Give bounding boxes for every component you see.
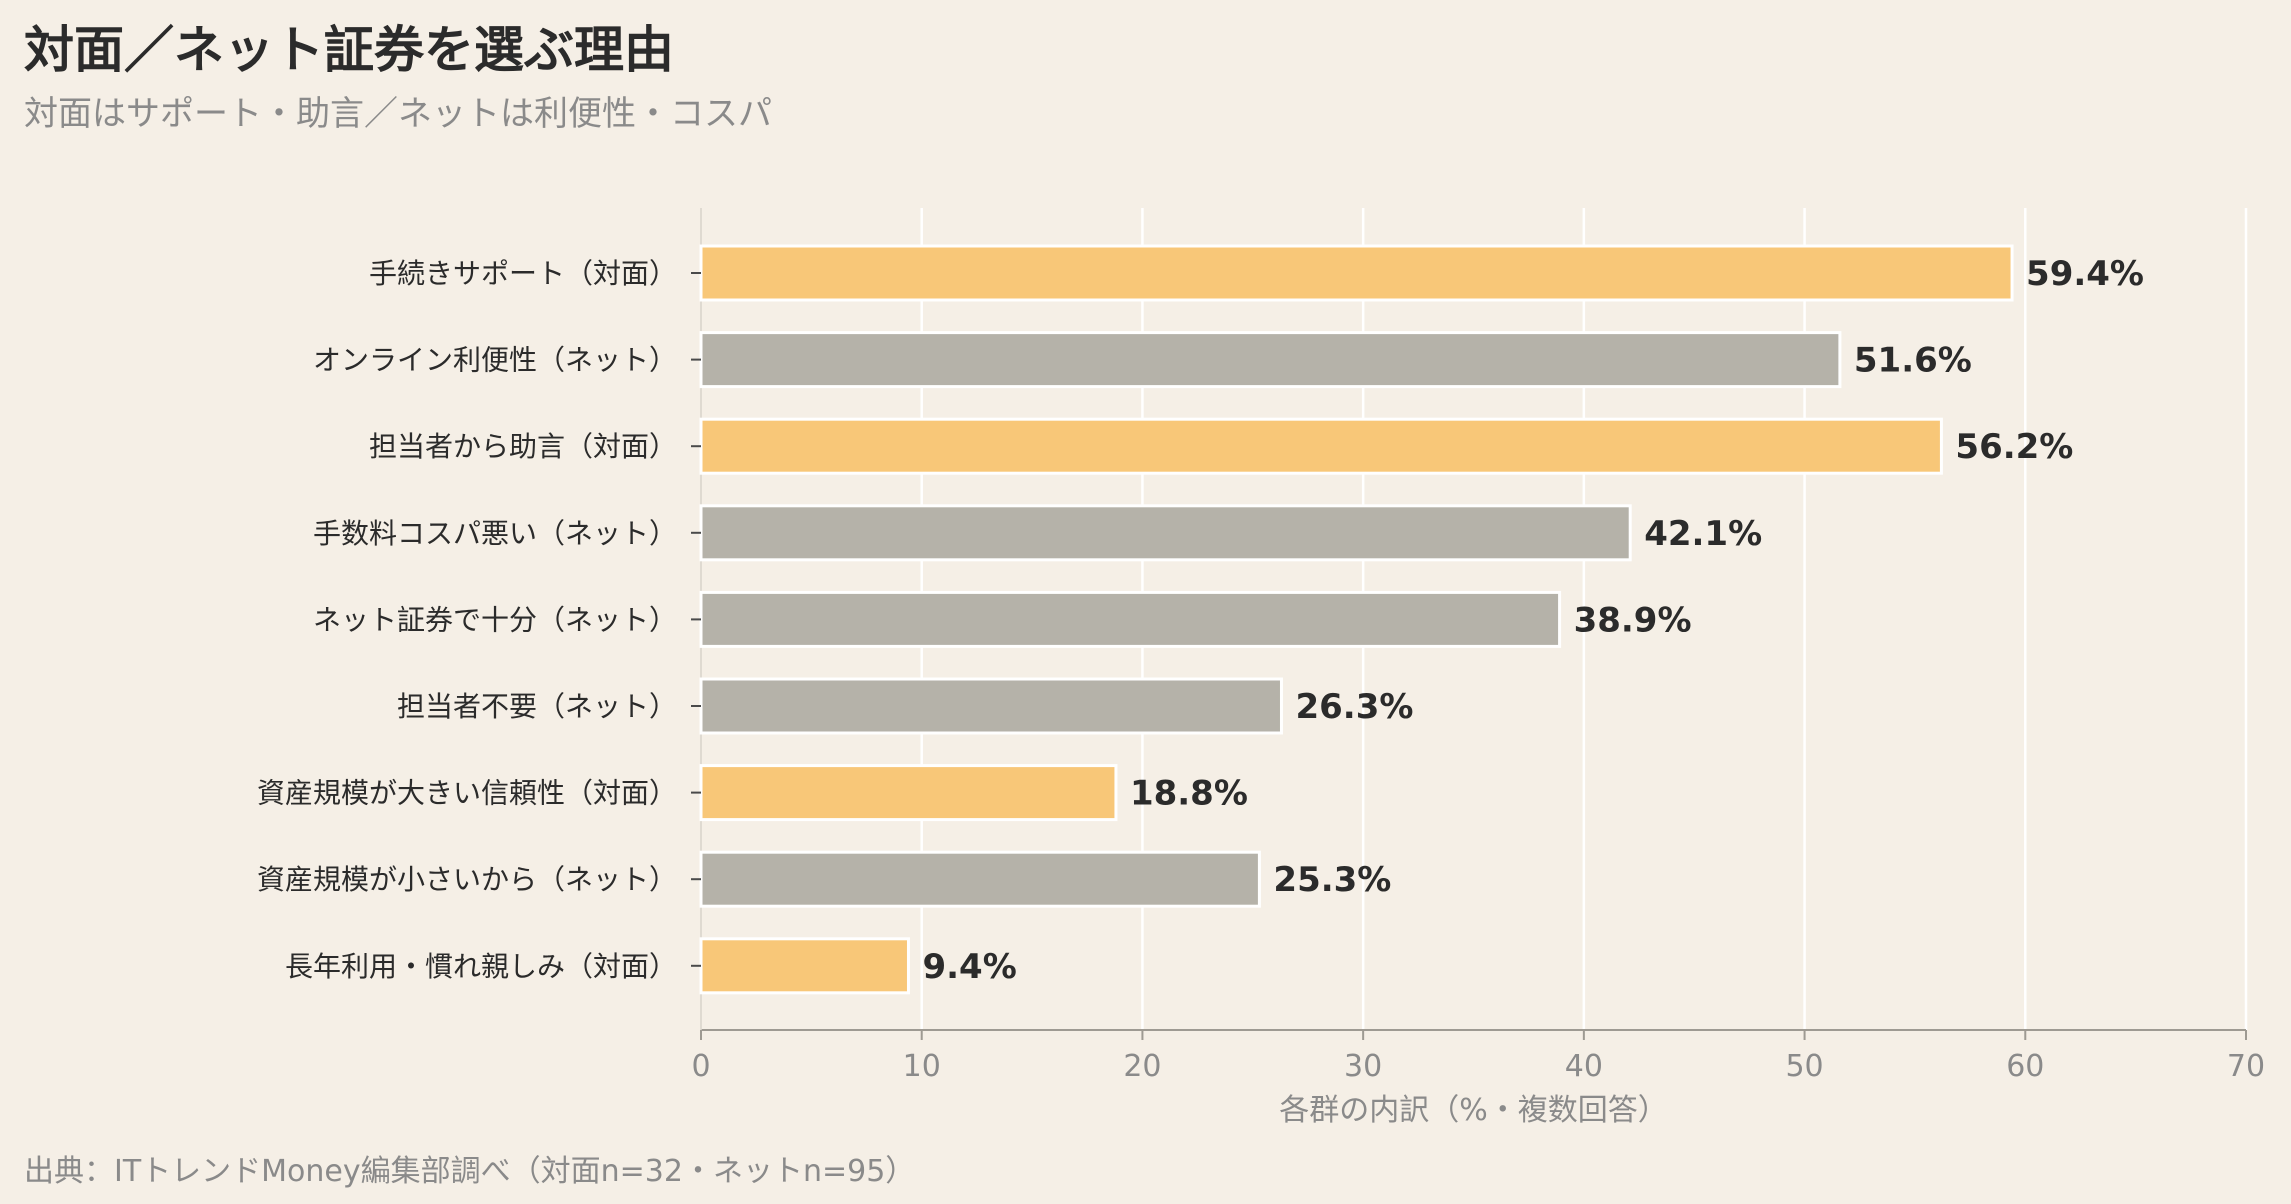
value-label: 59.4% [2026,254,2144,294]
category-label: ネット証券で十分（ネット） [313,603,677,636]
x-tick-label: 70 [2227,1049,2265,1084]
value-label: 9.4% [922,947,1016,987]
source-note: 出典：ITトレンドMoney編集部調べ（対面n=32・ネットn=95） [24,1154,916,1189]
bar [699,764,1118,822]
x-tick-label: 10 [903,1049,941,1084]
value-label: 42.1% [1644,514,1762,554]
bar [699,590,1562,648]
chart-subtitle: 対面はサポート・助言／ネットは利便性・コスパ [24,94,772,134]
x-axis-title: 各群の内訳（%・複数回答） [1279,1093,1668,1128]
bar [699,504,1632,562]
category-label: オンライン利便性（ネット） [313,344,677,377]
x-tick-label: 20 [1123,1049,1161,1084]
category-label: 担当者から助言（対面） [369,430,677,463]
value-label: 51.6% [1854,341,1972,381]
bar [699,850,1261,908]
x-tick-label: 50 [1785,1049,1823,1084]
value-label: 18.8% [1130,774,1248,814]
value-label: 26.3% [1295,687,1413,727]
value-label: 38.9% [1574,600,1692,640]
x-tick-label: 60 [2006,1049,2044,1084]
category-label: 長年利用・慣れ親しみ（対面） [285,950,677,983]
x-tick-label: 0 [691,1049,710,1084]
chart-title: 対面／ネット証券を選ぶ理由 [24,21,674,79]
category-label: 担当者不要（ネット） [397,690,677,723]
x-tick-label: 40 [1565,1049,1603,1084]
category-label: 資産規模が小さいから（ネット） [257,863,677,896]
category-label: 手続きサポート（対面） [369,257,677,290]
bar [699,417,1943,475]
bar [699,937,910,995]
bar [699,677,1283,735]
x-tick-label: 30 [1344,1049,1382,1084]
bar [699,331,1842,389]
value-label: 25.3% [1273,860,1391,900]
category-label: 手数料コスパ悪い（ネット） [313,517,677,550]
bar [699,244,2014,302]
value-label: 56.2% [1955,427,2073,467]
category-label: 資産規模が大きい信頼性（対面） [257,777,677,810]
